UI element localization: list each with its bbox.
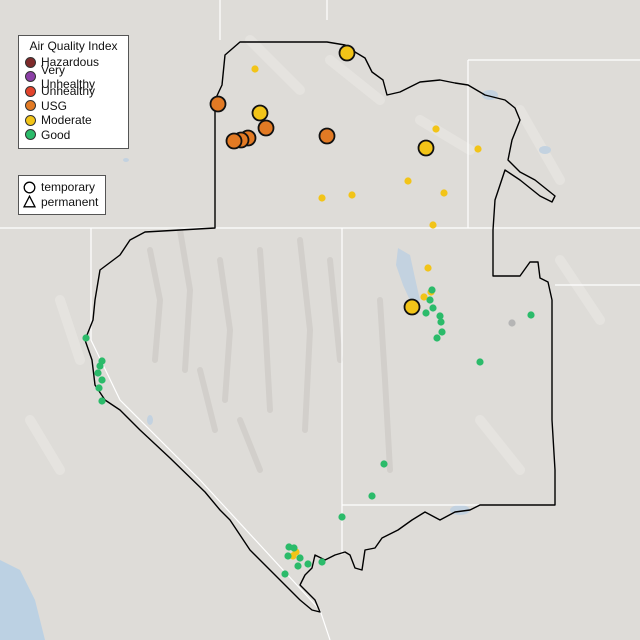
legend-item-permanent: permanent	[23, 195, 101, 210]
monitor-marker-good[interactable]	[281, 570, 289, 578]
legend-label: Unhealthy	[41, 84, 96, 99]
monitor-marker-good[interactable]	[98, 376, 106, 384]
monitor-marker-good[interactable]	[433, 334, 441, 342]
monitor-marker-good[interactable]	[437, 318, 445, 326]
monitor-marker-good[interactable]	[428, 286, 436, 294]
monitor-marker-moderate[interactable]	[251, 104, 269, 122]
usg-swatch	[25, 100, 36, 112]
legend-title: Air Quality Index	[29, 39, 118, 53]
legend-label: temporary	[41, 180, 96, 195]
monitor-marker-good[interactable]	[476, 358, 484, 366]
monitor-marker-moderate[interactable]	[474, 145, 482, 153]
monitor-marker-moderate[interactable]	[417, 139, 435, 157]
legend-label: Very Unhealthy	[41, 62, 96, 91]
monitor-marker-good[interactable]	[380, 460, 388, 468]
monitor-marker-usg[interactable]	[257, 119, 275, 137]
monitor-marker-moderate[interactable]	[440, 189, 448, 197]
monitor-marker-no-data[interactable]	[508, 319, 516, 327]
markers-layer	[82, 44, 535, 578]
monitor-marker-good[interactable]	[290, 544, 298, 552]
hazardous-swatch	[25, 56, 36, 68]
monitor-marker-good[interactable]	[294, 562, 302, 570]
terrain-shading	[25, 35, 605, 475]
aqi-legend: Air Quality Index Hazardous Very Unhealt…	[18, 35, 129, 149]
legend-label: USG	[41, 98, 68, 113]
region-boundary	[84, 41, 556, 613]
monitor-marker-good[interactable]	[284, 552, 292, 560]
monitor-marker-good[interactable]	[429, 304, 437, 312]
monitor-marker-usg[interactable]	[318, 127, 336, 145]
monitor-marker-good[interactable]	[527, 311, 535, 319]
legend-item-moderate: Moderate	[25, 113, 122, 128]
monitor-marker-moderate[interactable]	[348, 191, 356, 199]
monitor-marker-good[interactable]	[296, 554, 304, 562]
good-swatch	[25, 129, 36, 141]
legend-item-unhealthy: Unhealthy	[25, 84, 122, 99]
legend-item-good: Good	[25, 128, 122, 143]
legend-item-temporary: temporary	[23, 180, 101, 195]
monitor-type-legend: temporary permanent	[18, 175, 106, 215]
very-unhealthy-swatch	[25, 71, 36, 83]
monitor-marker-good[interactable]	[304, 560, 312, 568]
monitor-marker-good[interactable]	[422, 309, 430, 317]
monitor-marker-moderate[interactable]	[424, 264, 432, 272]
moderate-swatch	[25, 114, 36, 126]
monitor-marker-good[interactable]	[318, 558, 326, 566]
legend-label: Good	[41, 127, 71, 142]
monitor-marker-good[interactable]	[82, 334, 90, 342]
monitor-marker-moderate[interactable]	[403, 298, 421, 316]
monitor-marker-moderate[interactable]	[251, 65, 259, 73]
monitor-marker-good[interactable]	[436, 312, 444, 320]
monitor-marker-good[interactable]	[94, 369, 102, 377]
monitor-marker-good[interactable]	[96, 362, 104, 370]
monitor-marker-moderate[interactable]	[420, 293, 428, 301]
monitor-marker-good[interactable]	[98, 397, 106, 405]
legend-item-hazardous: Hazardous	[25, 55, 122, 70]
ocean	[0, 560, 45, 640]
legend-label: Moderate	[41, 113, 92, 128]
legend-label: Hazardous	[41, 55, 100, 70]
monitor-marker-good[interactable]	[426, 296, 434, 304]
monitor-marker-good[interactable]	[438, 328, 446, 336]
monitor-marker-usg[interactable]	[225, 132, 243, 150]
monitor-marker-good[interactable]	[95, 384, 103, 392]
monitor-marker-moderate[interactable]	[289, 552, 297, 560]
triangle-icon	[23, 195, 36, 208]
monitor-marker-moderate[interactable]	[429, 221, 437, 229]
legend-item-usg: USG	[25, 99, 122, 114]
legend-label: permanent	[41, 194, 99, 209]
monitor-marker-moderate[interactable]	[404, 177, 412, 185]
monitor-marker-moderate[interactable]	[338, 44, 356, 62]
legend-item-very-unhealthy: Very Unhealthy	[25, 63, 122, 91]
monitor-marker-moderate[interactable]	[432, 125, 440, 133]
circle-icon	[23, 181, 36, 194]
unhealthy-swatch	[25, 85, 36, 97]
monitor-marker-good[interactable]	[368, 492, 376, 500]
monitor-marker-usg[interactable]	[209, 95, 227, 113]
monitor-marker-good[interactable]	[338, 513, 346, 521]
monitor-marker-moderate[interactable]	[318, 194, 326, 202]
